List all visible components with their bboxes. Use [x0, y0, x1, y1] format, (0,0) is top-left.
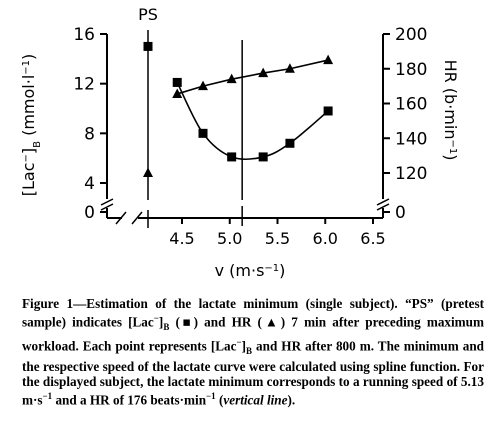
axis-break [100, 203, 114, 211]
y2-tick-label: 0 [395, 203, 406, 223]
figure-caption: Figure 1—Estimation of the lactate minim… [22, 296, 484, 407]
axis-break [100, 198, 114, 206]
caption-text: and a HR of 176 beats·min [52, 392, 207, 408]
label-part: − [21, 154, 32, 162]
x-tick-label: 4.5 [169, 229, 194, 248]
label-part: −1 [264, 263, 279, 274]
axis-break [115, 211, 127, 225]
label-part: B [32, 141, 43, 148]
y2-tick-label: 160 [395, 95, 427, 115]
label-part: (mmol·l [19, 75, 38, 141]
y2-tick-label: 120 [395, 164, 427, 184]
label-part: ) [441, 154, 460, 160]
lactate-marker [285, 138, 295, 148]
hr-marker [258, 67, 269, 78]
y2-axis-label: HR (b·min−1) [441, 60, 460, 161]
lactate-marker [198, 128, 208, 138]
label-part: ] [19, 148, 38, 154]
x-tick-label: 5.5 [265, 229, 290, 248]
lactate-marker [258, 152, 268, 162]
caption-text: − [153, 313, 159, 323]
hr-marker [226, 73, 237, 84]
x-tick-label: 6.0 [313, 229, 338, 248]
caption-text: and HR after 800 m. The minimum and the … [22, 338, 484, 408]
pretest-label: PS [138, 5, 158, 24]
caption-text: B [163, 322, 170, 333]
label-part: v (m·s [215, 261, 265, 280]
hr-marker [172, 88, 183, 98]
y-tick-label: 0 [84, 203, 95, 223]
y-tick-label: 4 [84, 174, 95, 194]
label-part: [Lac [19, 163, 38, 197]
caption-text: −1 [206, 391, 216, 402]
axis-break [131, 211, 143, 225]
caption-text: Figure 1—Estimation of the lactate minim… [22, 296, 484, 330]
chart: PS [Lac−]B (mmol·l−1) HR (b·min−1) v (m·… [19, 5, 460, 280]
lactate-marker [323, 106, 333, 116]
caption-text: vertical line [223, 392, 288, 408]
y2-tick-label: 140 [395, 129, 427, 149]
hr-marker [323, 54, 334, 65]
y-tick-label: 8 [84, 124, 95, 144]
caption-text: ). [287, 392, 296, 408]
axis-break [376, 203, 390, 211]
axis-break [376, 198, 390, 206]
caption-text: ] [241, 338, 247, 354]
hr-marker [143, 167, 153, 177]
caption-text: −1 [42, 391, 53, 402]
lactate-marker [143, 41, 153, 51]
y-tick-label: 16 [73, 25, 95, 45]
caption-text: B [246, 346, 253, 357]
caption-text: − [236, 337, 242, 348]
x-tick-label: 5.0 [217, 229, 242, 248]
caption-text: ] [158, 314, 164, 330]
lactate-marker [172, 77, 182, 87]
x-axis-label: v (m·s−1) [215, 261, 286, 280]
y-axis-label: [Lac−]B (mmol·l−1) [19, 54, 43, 197]
lactate-marker [227, 152, 237, 162]
series-line [176, 59, 329, 95]
caption-text: (■) and HR (▲) 7 min after preceding max… [22, 314, 484, 354]
series-line [176, 82, 329, 161]
label-part: ) [279, 261, 285, 280]
hr-marker [284, 63, 295, 73]
hr-marker [198, 80, 209, 91]
label-part: ) [19, 54, 38, 60]
caption-text: ( [215, 392, 224, 408]
y-tick-label: 12 [73, 75, 95, 95]
label-part: −1 [448, 139, 459, 154]
label-part: −1 [21, 60, 32, 75]
x-tick-label: 6.5 [360, 229, 385, 248]
label-part: HR (b·min [441, 60, 460, 140]
y2-tick-label: 180 [395, 60, 427, 80]
y2-tick-label: 200 [395, 25, 427, 45]
